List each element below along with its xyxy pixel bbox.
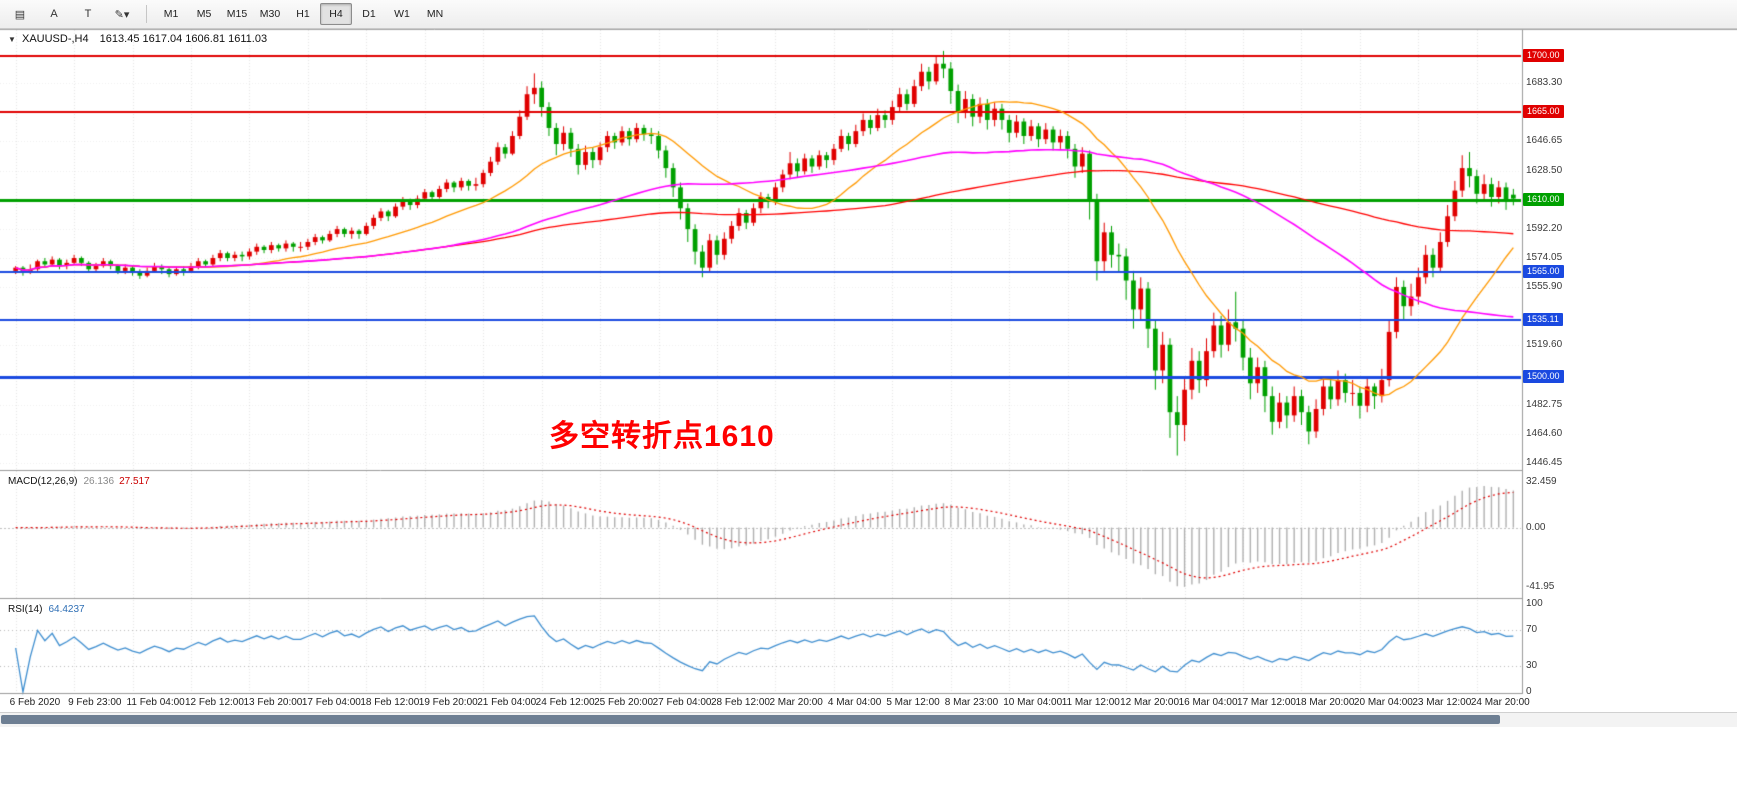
timeframe-m15-button[interactable]: M15: [226, 8, 248, 20]
timeframe-w1-button[interactable]: W1: [394, 8, 410, 20]
timeframe-m1-button[interactable]: M1: [163, 8, 179, 20]
timeframe-m30-button[interactable]: M30: [259, 8, 281, 20]
timeframe-d1-button[interactable]: D1: [362, 8, 376, 20]
toolbar-separator: [146, 5, 147, 23]
text-tool-icon[interactable]: T: [84, 8, 92, 20]
toolbar: ▤ A T ✎▾ M1 M5 M15 M30 H1 H4 D1 W1 MN: [0, 0, 1737, 29]
timeframe-button-group: M1 M5 M15 M30 H1 H4 D1 W1 MN: [155, 3, 451, 25]
toolbar-icon-group: ▤ A T ✎▾: [4, 3, 138, 25]
horizontal-scrollbar[interactable]: [0, 712, 1737, 727]
timeframe-h1-button[interactable]: H1: [296, 8, 310, 20]
draw-tools-dropdown-icon[interactable]: ✎▾: [114, 8, 130, 21]
timeframe-h4-button[interactable]: H4: [320, 3, 352, 25]
cursor-icon[interactable]: A: [50, 8, 58, 20]
timeframe-mn-button[interactable]: MN: [426, 8, 444, 20]
templates-icon[interactable]: ▤: [14, 8, 26, 21]
timeframe-m5-button[interactable]: M5: [196, 8, 212, 20]
horizontal-scrollbar-thumb[interactable]: [1, 715, 1500, 724]
